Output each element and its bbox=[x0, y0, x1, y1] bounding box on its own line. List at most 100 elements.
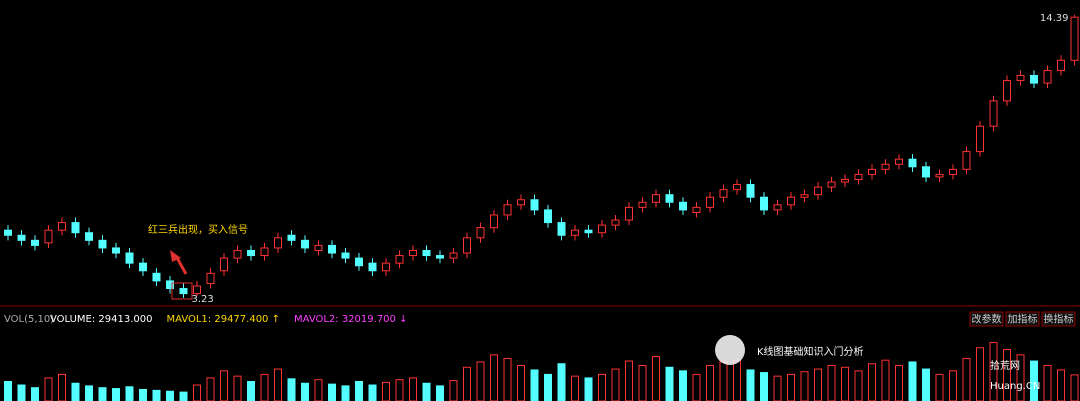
volume-bar bbox=[800, 371, 809, 401]
candle-body bbox=[274, 237, 282, 249]
candle-body bbox=[760, 196, 768, 211]
candle-body bbox=[139, 262, 147, 272]
candle-body bbox=[206, 272, 215, 284]
candle-body bbox=[85, 232, 93, 241]
candle-body bbox=[746, 184, 755, 198]
volume-bar bbox=[1003, 349, 1011, 401]
volume-bar bbox=[71, 382, 80, 401]
volume-bar bbox=[1016, 354, 1025, 401]
candle-body bbox=[247, 249, 255, 257]
candle-body bbox=[112, 247, 120, 254]
volume-bar bbox=[260, 373, 269, 401]
candle-body bbox=[220, 257, 228, 272]
candle-body bbox=[125, 252, 134, 264]
candle-body bbox=[355, 257, 363, 267]
candle-body bbox=[436, 255, 444, 259]
candle-body bbox=[341, 252, 350, 259]
candle-body bbox=[449, 252, 458, 259]
wechat-icon bbox=[715, 335, 745, 365]
candle-body bbox=[530, 199, 539, 211]
candle-body bbox=[422, 249, 431, 257]
volume-bar bbox=[17, 384, 26, 401]
volume-bar bbox=[1043, 365, 1052, 401]
volume-bar bbox=[382, 381, 390, 401]
low-label: 3.23 bbox=[192, 294, 214, 305]
candle-body bbox=[31, 239, 39, 246]
volume-bar bbox=[139, 388, 147, 401]
volume-bar bbox=[44, 377, 53, 401]
volume-bar bbox=[98, 387, 107, 401]
candle-body bbox=[476, 227, 485, 239]
candle-body bbox=[733, 184, 741, 191]
candle-body bbox=[841, 178, 849, 183]
candle-body bbox=[1070, 16, 1079, 61]
candle-body bbox=[409, 249, 417, 257]
volume-bar bbox=[85, 385, 93, 401]
volume-bar bbox=[733, 359, 741, 401]
volume-bar bbox=[58, 373, 66, 401]
candle-body bbox=[517, 199, 525, 206]
volume-bar bbox=[719, 361, 728, 401]
candle-body bbox=[71, 222, 80, 234]
highlight-box bbox=[171, 282, 193, 300]
volume-bar bbox=[868, 363, 876, 401]
volume-bar bbox=[814, 368, 822, 401]
candle-body bbox=[989, 100, 998, 127]
candle-body bbox=[395, 255, 404, 264]
volume-bar bbox=[976, 347, 984, 401]
volume-title: VOL(5,10) bbox=[4, 314, 54, 325]
volume-bar bbox=[328, 383, 336, 401]
volume-bar bbox=[409, 377, 417, 401]
volume-bar bbox=[476, 361, 485, 401]
candle-body bbox=[976, 125, 984, 153]
volume-bar bbox=[935, 373, 944, 401]
button[interactable] bbox=[1041, 311, 1076, 327]
candle-body bbox=[463, 237, 471, 254]
volume-bar bbox=[949, 370, 957, 401]
candle-body bbox=[773, 204, 782, 211]
candle-body bbox=[4, 229, 12, 236]
arrow-head bbox=[170, 250, 181, 262]
candle-body bbox=[706, 196, 714, 208]
candle-body bbox=[962, 151, 971, 170]
volume-bar bbox=[652, 356, 660, 401]
watermark: K线图基础知识入门分析 bbox=[757, 345, 864, 358]
volume-bar bbox=[692, 373, 701, 401]
volume-bar bbox=[625, 360, 633, 401]
candle-body bbox=[179, 288, 188, 295]
candle-body bbox=[557, 222, 566, 236]
candle-body bbox=[922, 166, 930, 178]
candle-body bbox=[166, 280, 174, 290]
volume-bar bbox=[368, 384, 377, 401]
volume-bar bbox=[125, 386, 134, 401]
volume-bar bbox=[571, 375, 579, 401]
candle-body bbox=[625, 206, 633, 221]
candle-body bbox=[827, 181, 836, 188]
button-label[interactable]: 加指标 bbox=[1008, 313, 1038, 326]
candle-body bbox=[260, 247, 269, 257]
volume-bar bbox=[233, 375, 242, 401]
candle-body bbox=[719, 189, 728, 198]
candle-body bbox=[328, 244, 336, 254]
volume-bar bbox=[598, 373, 606, 401]
volume-bar bbox=[314, 379, 323, 401]
volume-bar bbox=[557, 363, 566, 401]
volume-bar bbox=[544, 373, 552, 401]
candle-body bbox=[949, 168, 957, 175]
volume-bar bbox=[449, 380, 458, 401]
button-label[interactable]: 改参数 bbox=[972, 313, 1002, 326]
candle-body bbox=[287, 234, 296, 241]
button-label[interactable]: 换指标 bbox=[1044, 313, 1074, 326]
volume-bar bbox=[355, 380, 363, 401]
candle-body bbox=[368, 262, 377, 272]
volume-bar bbox=[341, 385, 350, 401]
button[interactable] bbox=[1005, 311, 1040, 327]
volume-bar bbox=[152, 389, 161, 401]
candle-body bbox=[638, 201, 647, 208]
volume-bar bbox=[166, 390, 174, 401]
volume-bar bbox=[922, 368, 930, 401]
high-label: 14.39 bbox=[1040, 13, 1069, 24]
candle-body bbox=[692, 206, 701, 213]
button[interactable] bbox=[969, 311, 1004, 327]
